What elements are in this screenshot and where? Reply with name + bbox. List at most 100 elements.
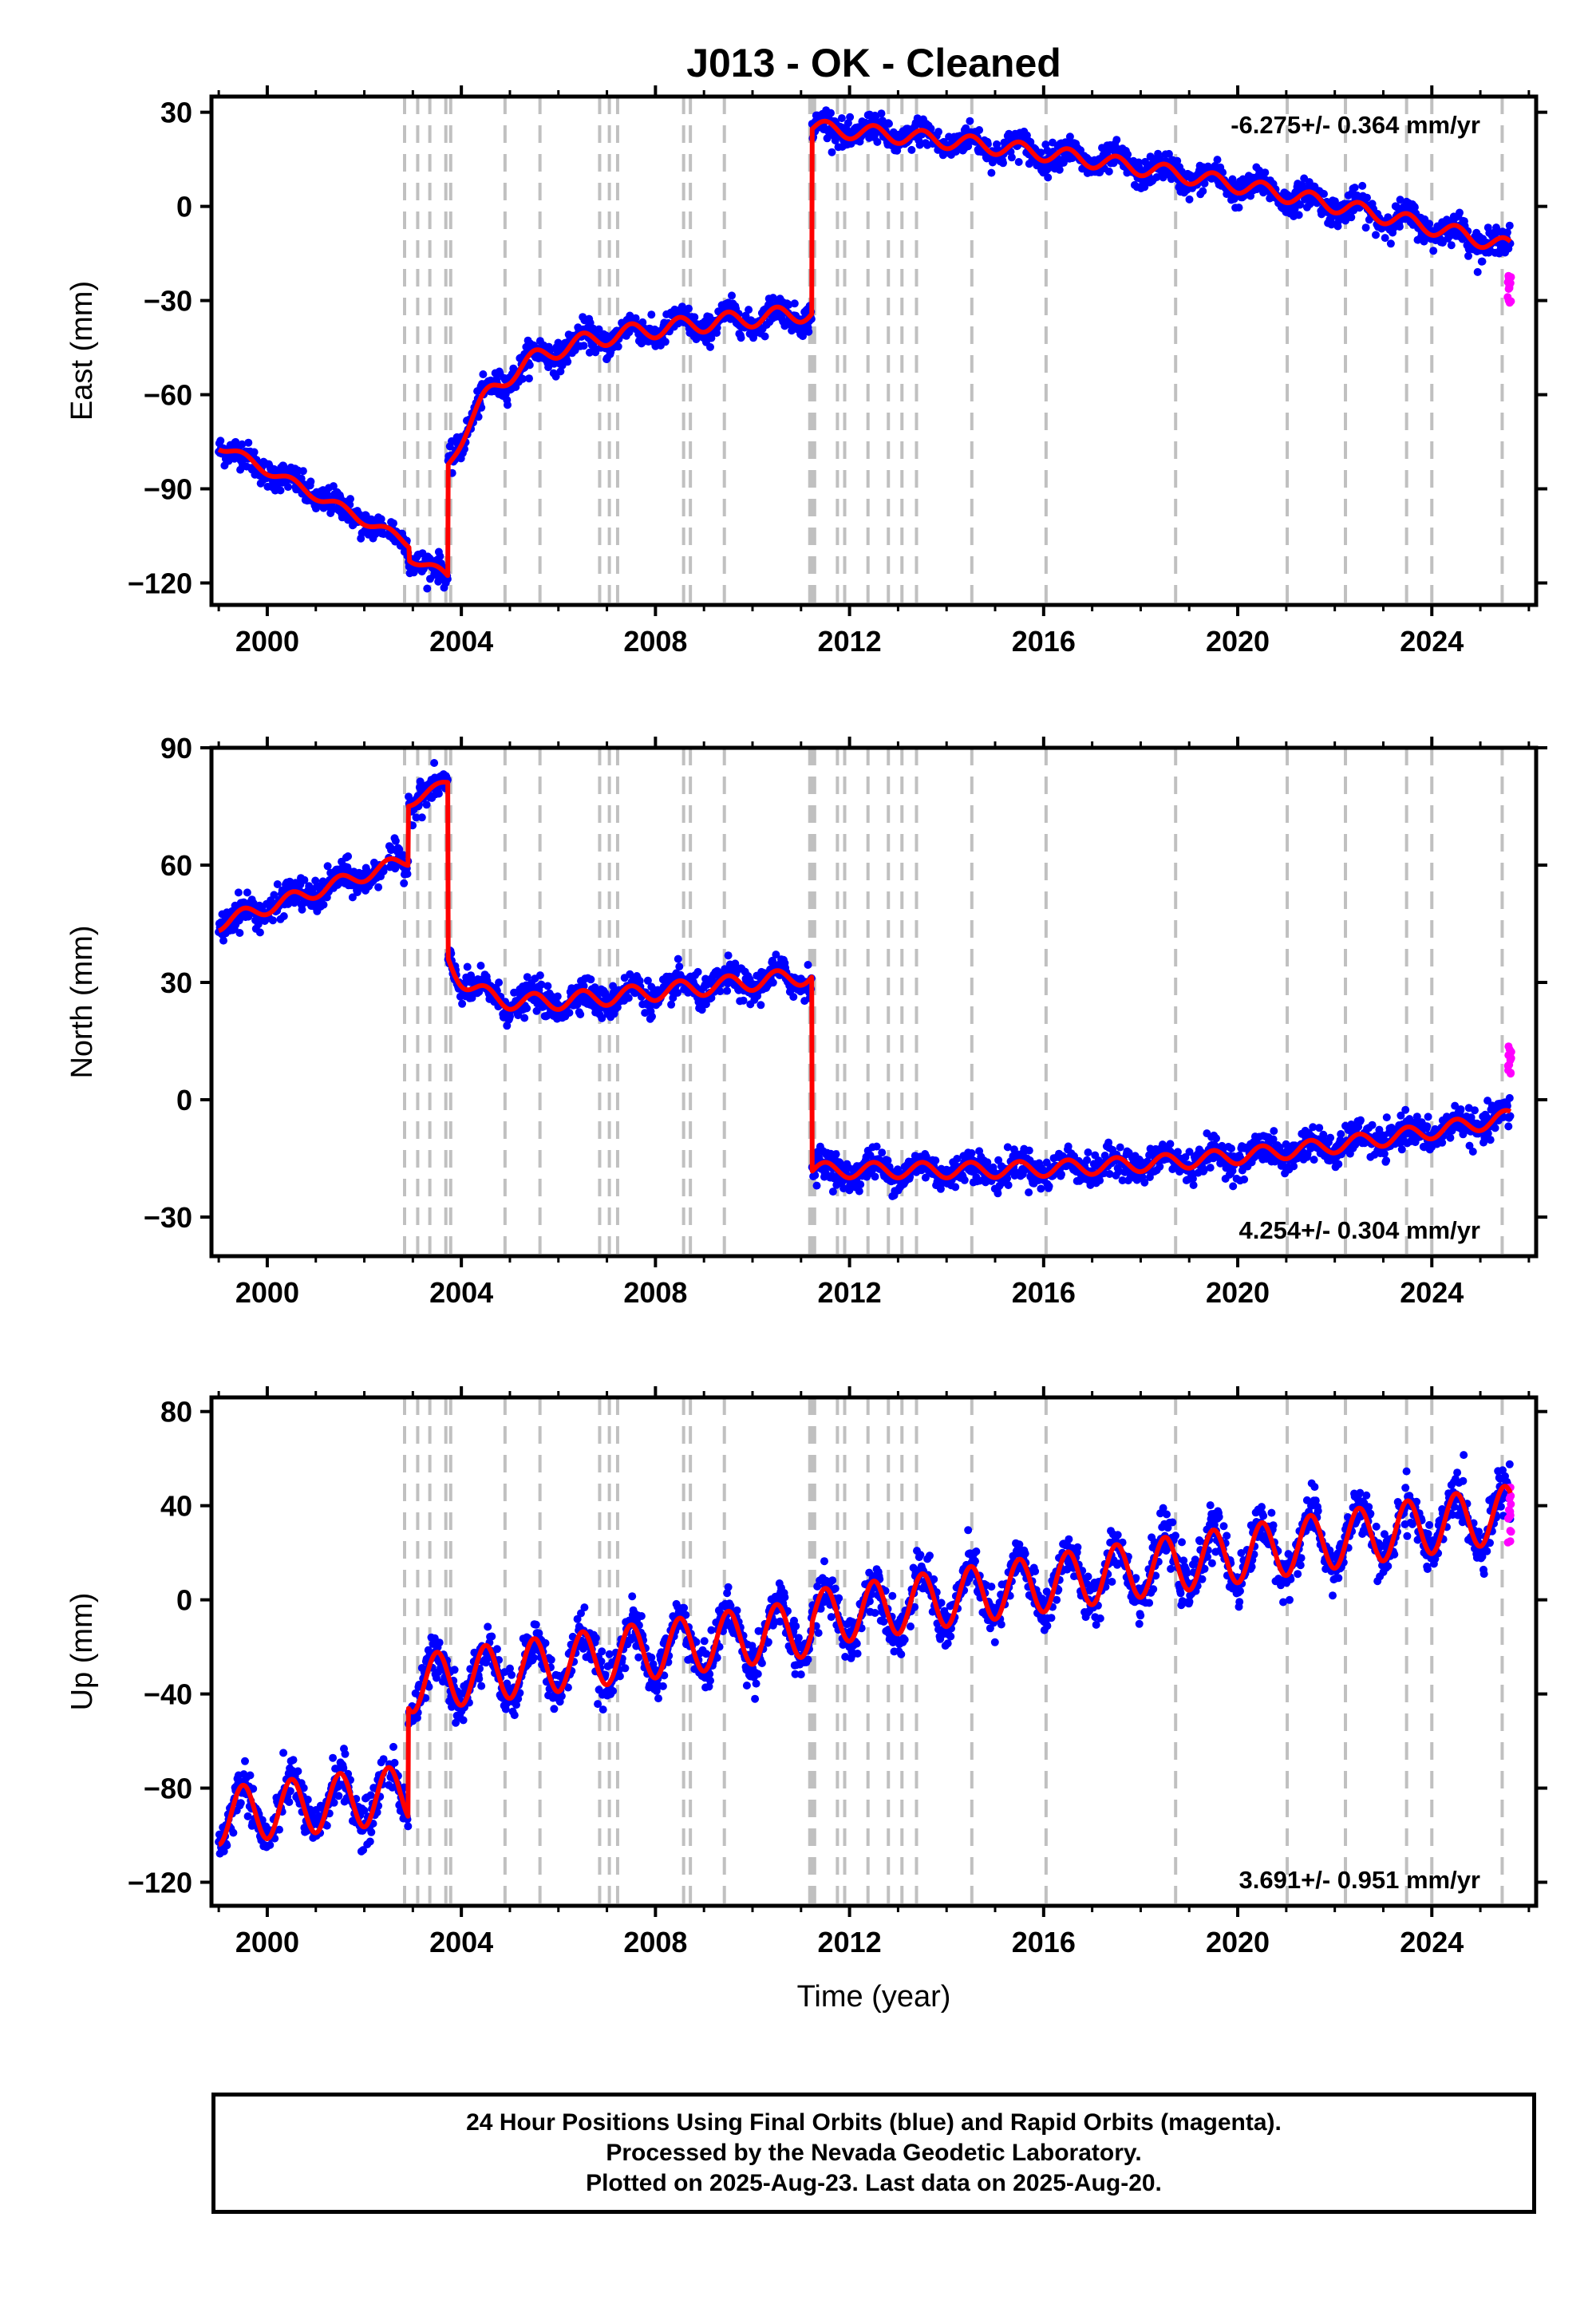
north-x-tick-label: 2024	[1400, 1276, 1464, 1309]
east-data-point	[1447, 241, 1456, 250]
east-data-point	[790, 299, 799, 308]
east-data-point	[306, 477, 315, 486]
north-data-point	[405, 792, 413, 801]
north-data-point	[1446, 1133, 1455, 1142]
north-data-point	[1357, 1116, 1365, 1124]
up-data-point	[246, 1771, 255, 1780]
east-data-point	[556, 367, 565, 376]
east-plot-area	[215, 97, 1515, 605]
east-y-tick-label: −60	[144, 379, 192, 412]
north-data-point	[1240, 1175, 1249, 1184]
east-data-point	[423, 584, 432, 593]
north-data-point	[537, 980, 546, 989]
east-data-point	[1199, 187, 1207, 196]
east-data-point	[837, 114, 846, 123]
east-data-point	[1350, 184, 1359, 192]
east-data-point	[250, 448, 259, 456]
up-data-point	[365, 1837, 374, 1846]
east-data-point	[1429, 247, 1438, 255]
north-data-point	[724, 951, 733, 960]
east-data-point	[706, 342, 714, 351]
north-data-point	[1083, 1156, 1092, 1164]
north-data-point	[495, 978, 504, 987]
east-data-point	[741, 311, 750, 320]
east-data-point	[1104, 167, 1113, 176]
north-data-point	[399, 851, 408, 860]
east-data-point	[563, 358, 572, 366]
east-data-point	[843, 119, 852, 128]
north-data-point	[412, 813, 421, 822]
north-data-point	[520, 1014, 529, 1022]
north-data-point	[1227, 1144, 1235, 1153]
east-data-point	[346, 495, 354, 504]
north-x-tick-label: 2020	[1206, 1276, 1270, 1309]
north-rapid-points	[1503, 1042, 1515, 1078]
east-data-point	[1296, 200, 1305, 209]
north-y-tick-label: 60	[160, 849, 192, 882]
east-data-point	[934, 128, 942, 136]
east-x-tick-label: 2016	[1012, 625, 1076, 658]
north-data-point	[430, 759, 439, 767]
east-data-point	[504, 401, 512, 409]
north-data-point	[1212, 1134, 1220, 1143]
north-data-point	[270, 891, 279, 899]
east-data-point	[614, 342, 622, 351]
north-data-point	[532, 1006, 541, 1015]
north-data-point	[1506, 1112, 1515, 1120]
north-data-point	[269, 916, 277, 925]
east-data-point	[1473, 267, 1482, 276]
north-data-point	[613, 1003, 622, 1012]
north-data-point	[1025, 1146, 1033, 1155]
north-data-point	[535, 971, 544, 980]
east-data-point	[1026, 137, 1035, 146]
north-panel: 2000 2004 2008 2012 2016 2020 2024−300306090No…	[65, 732, 1547, 1309]
north-data-point	[1491, 1124, 1499, 1132]
north-data-point	[648, 1012, 656, 1021]
east-data-point	[1124, 150, 1132, 159]
east-data-point	[987, 168, 996, 177]
east-data-point	[760, 332, 769, 341]
north-data-point	[609, 982, 618, 990]
east-data-point	[1464, 251, 1472, 260]
east-data-point	[1381, 234, 1389, 243]
east-data-point	[1152, 173, 1161, 181]
north-data-point	[635, 977, 644, 985]
north-data-point	[1004, 1181, 1013, 1189]
north-data-point	[1401, 1105, 1410, 1114]
east-data-point	[579, 342, 588, 350]
east-data-point	[690, 313, 699, 322]
east-data-point	[1055, 165, 1064, 174]
east-y-tick-label: 0	[176, 191, 192, 223]
east-data-point	[1014, 158, 1023, 166]
east-data-point	[1410, 203, 1419, 211]
east-data-point	[964, 142, 973, 151]
east-data-point	[1330, 197, 1339, 206]
north-data-point	[871, 1172, 879, 1181]
east-data-point	[1386, 239, 1395, 248]
east-data-point	[1185, 195, 1194, 204]
north-data-point	[344, 852, 353, 860]
north-data-point	[643, 976, 652, 985]
north-data-point	[523, 973, 531, 982]
east-data-point	[828, 148, 836, 156]
north-data-point	[855, 1187, 863, 1196]
north-data-point	[931, 1156, 940, 1165]
east-plot-frame	[209, 94, 1539, 607]
north-data-point	[757, 1001, 765, 1010]
north-data-point	[395, 845, 404, 854]
east-rate-label: -6.275+/- 0.364 mm/yr	[1231, 111, 1480, 139]
north-data-point	[1424, 1113, 1432, 1121]
north-data-point	[812, 1181, 821, 1190]
north-data-point	[1229, 1182, 1238, 1191]
north-data-point	[1423, 1122, 1432, 1131]
east-x-tick-label: 2008	[623, 625, 687, 658]
north-x-tick-label: 2000	[235, 1276, 299, 1309]
east-data-point	[737, 334, 745, 342]
north-rate-label: 4.254+/- 0.304 mm/yr	[1239, 1216, 1480, 1244]
east-data-point	[519, 374, 527, 383]
east-y-tick-label: −120	[128, 567, 192, 599]
east-data-point	[1173, 156, 1182, 165]
north-data-point	[300, 875, 309, 884]
north-data-point	[1064, 1142, 1073, 1151]
north-data-point	[1368, 1120, 1377, 1129]
